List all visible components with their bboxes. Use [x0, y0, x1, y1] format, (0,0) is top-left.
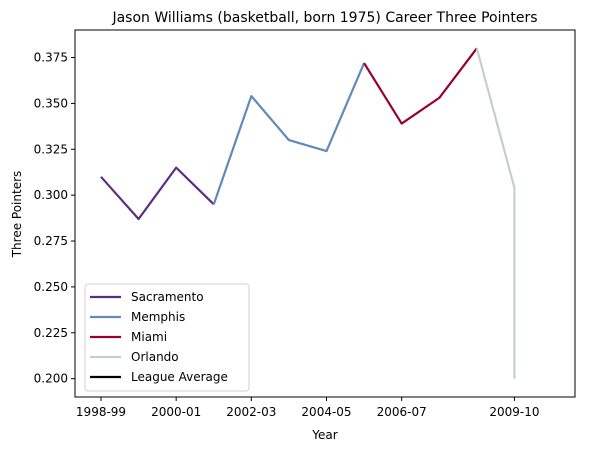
y-tick-label: 0.350: [34, 96, 68, 110]
x-tick-label: 2004-05: [301, 405, 351, 419]
y-tick-label: 0.225: [34, 326, 68, 340]
legend-label-league-average: League Average: [131, 370, 228, 384]
y-tick-label: 0.300: [34, 188, 68, 202]
series-line-memphis: [212, 62, 366, 205]
chart-title: Jason Williams (basketball, born 1975) C…: [111, 10, 537, 26]
x-tick-label: 2009-10: [489, 405, 539, 419]
y-axis: 0.200 0.225 0.250 0.275 0.300 0.325 0.350 0.375: [34, 51, 75, 386]
legend-label-miami: Miami: [131, 330, 167, 344]
y-tick-label: 0.275: [34, 234, 68, 248]
legend-box: [84, 283, 250, 392]
y-tick-label: 0.200: [34, 372, 68, 386]
x-axis-label: Year: [311, 428, 337, 442]
legend-label-memphis: Memphis: [131, 310, 185, 324]
x-tick-label: 2002-03: [226, 405, 276, 419]
series-line-sacramento: [100, 166, 215, 221]
series-line-miami: [363, 47, 478, 125]
x-tick-label: 1998-99: [76, 405, 126, 419]
y-tick-label: 0.250: [34, 280, 68, 294]
series-line-orlando: [475, 48, 516, 379]
legend-label-sacramento: Sacramento: [131, 290, 204, 304]
legend-label-orlando: Orlando: [131, 350, 179, 364]
series-layer: [100, 47, 516, 379]
x-axis: 1998-99 2000-01 2002-03 2004-05 2006-07 2009-…: [76, 397, 539, 419]
plot-frame: [74, 29, 576, 398]
y-axis-label: Three Pointers: [10, 171, 24, 259]
y-tick-label: 0.325: [34, 142, 68, 156]
legend: Sacramento Memphis Miami Orlando League Aver…: [84, 283, 250, 392]
y-tick-label: 0.375: [34, 51, 68, 65]
x-tick-label: 2006-07: [377, 405, 427, 419]
x-tick-label: 2000-01: [151, 405, 201, 419]
